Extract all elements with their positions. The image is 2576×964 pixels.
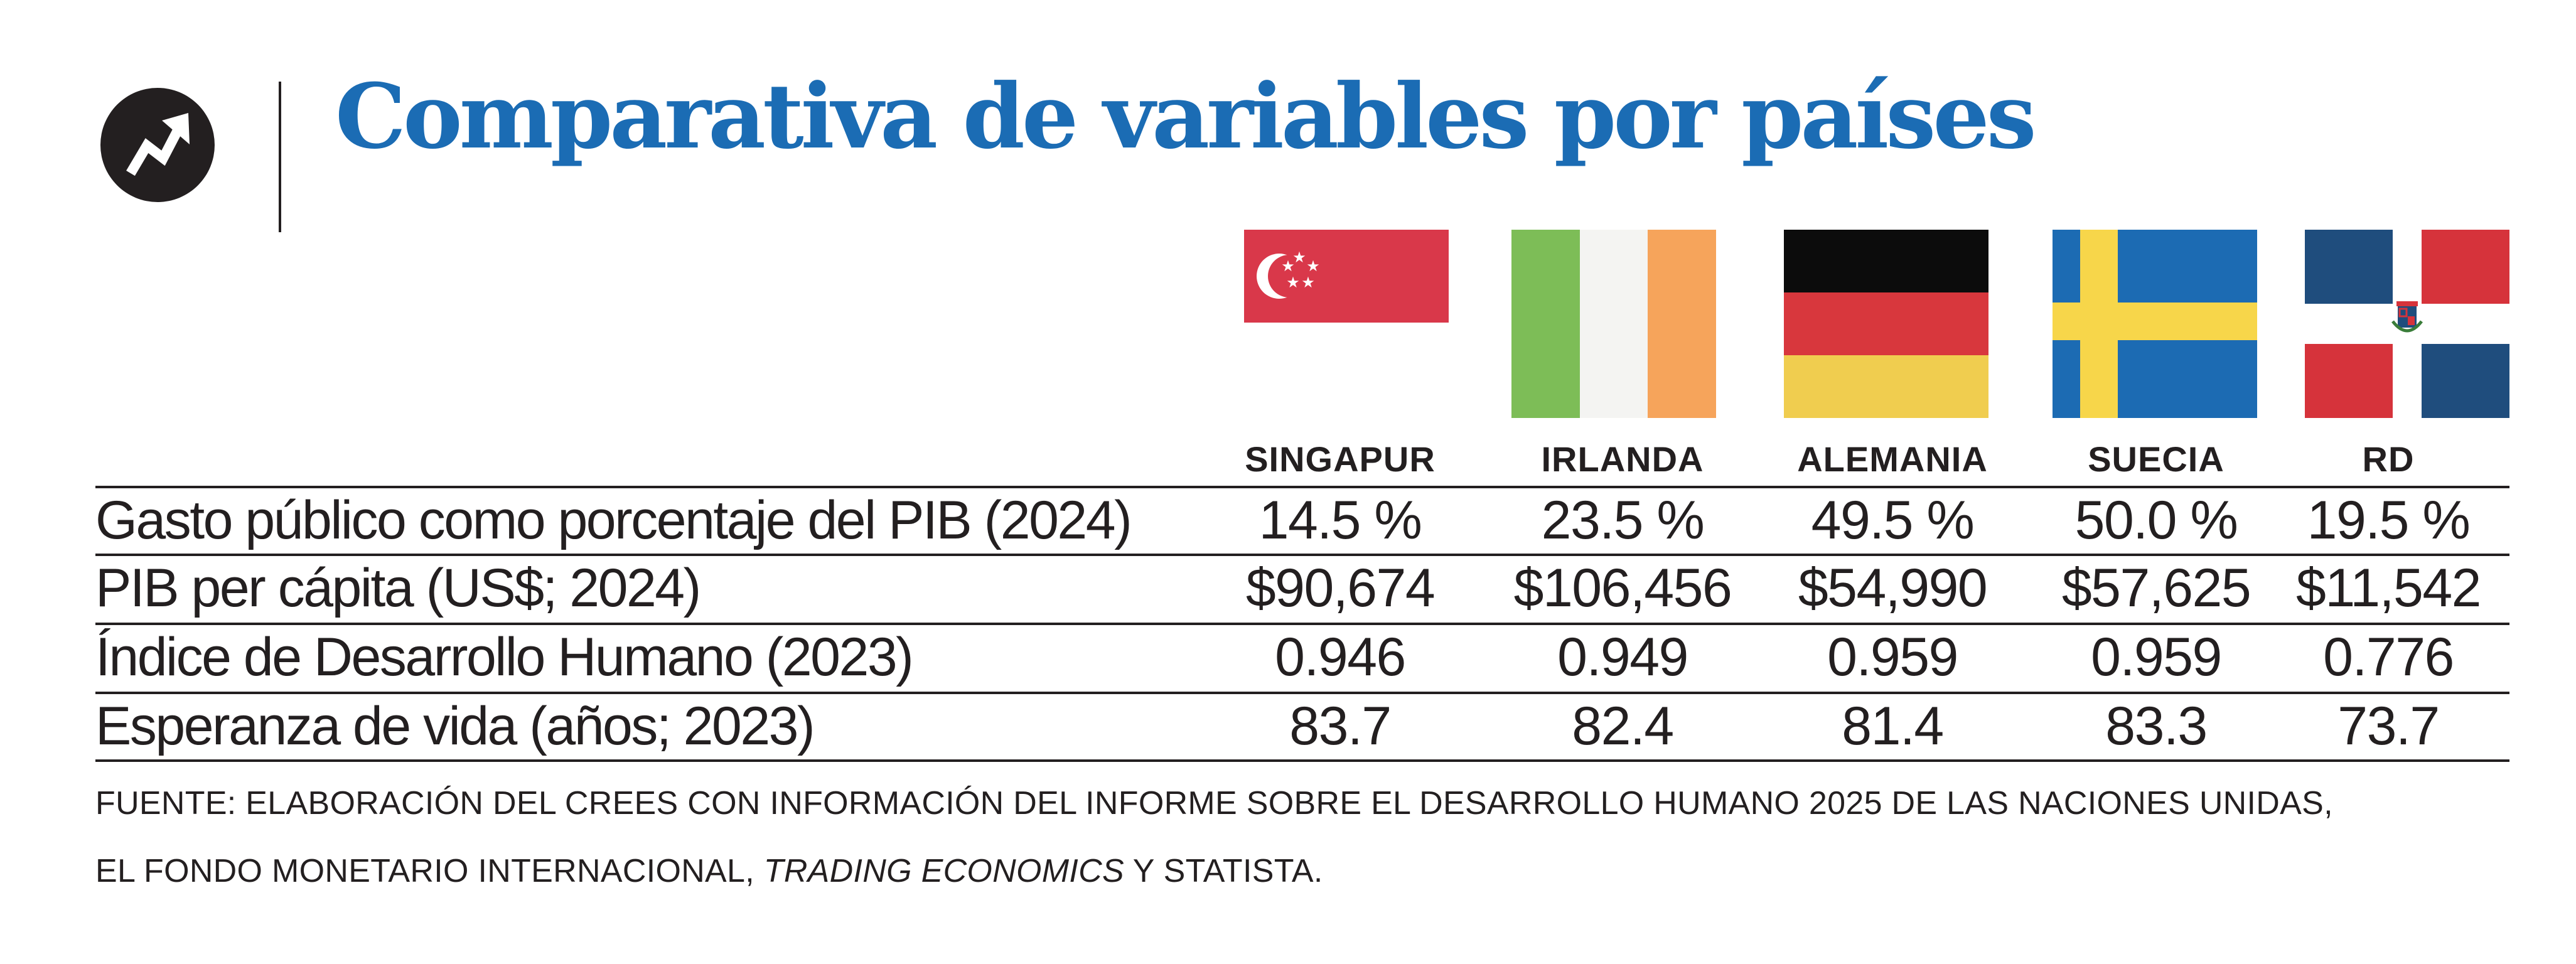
table-cell: $106,456	[1513, 558, 1732, 618]
table-row: PIB per cápita (US$; 2024) $90,674 $106,…	[0, 555, 2576, 621]
trend-arrow-icon	[100, 88, 215, 202]
svg-text:★: ★	[1301, 274, 1315, 291]
table-cell: 83.7	[1289, 696, 1392, 756]
table-cell: 49.5 %	[1811, 490, 1975, 550]
source-text: Y STATISTA.	[1124, 853, 1323, 889]
table-cell: 0.949	[1557, 627, 1688, 687]
dominican-republic-flag-icon	[2305, 230, 2509, 418]
row-label: Esperanza de vida (años; 2023)	[95, 696, 815, 756]
table-cell: 81.4	[1842, 696, 1944, 756]
table-rule	[95, 692, 2509, 694]
table-cell: $54,990	[1798, 558, 1988, 618]
table-cell: 0.959	[2091, 627, 2222, 687]
column-header-singapur: SINGAPUR	[1245, 439, 1436, 479]
column-header-rd: RD	[2362, 439, 2415, 479]
svg-text:★: ★	[1286, 274, 1300, 291]
sweden-flag-icon	[2053, 230, 2257, 418]
row-label: Gasto público como porcentaje del PIB (2…	[95, 490, 1132, 550]
source-publication: TRADING ECONOMICS	[763, 853, 1124, 889]
ireland-flag-icon	[1511, 230, 1716, 418]
table-cell: 0.959	[1827, 627, 1958, 687]
page-title: Comparativa de variables por países	[335, 65, 2037, 169]
svg-text:★: ★	[1281, 257, 1295, 275]
row-label: Índice de Desarrollo Humano (2023)	[95, 627, 914, 687]
table-cell: 19.5 %	[2307, 490, 2471, 550]
table-cell: 83.3	[2105, 696, 2208, 756]
column-header-irlanda: IRLANDA	[1541, 439, 1704, 479]
table-row: Gasto público como porcentaje del PIB (2…	[0, 487, 2576, 554]
table-cell: $90,674	[1245, 558, 1436, 618]
table-cell: $11,542	[2296, 558, 2482, 618]
column-header-suecia: SUECIA	[2088, 439, 2224, 479]
source-note-line2: EL FONDO MONETARIO INTERNACIONAL, TRADIN…	[95, 846, 1323, 896]
svg-text:★: ★	[1306, 257, 1320, 275]
table-cell: 0.776	[2323, 627, 2454, 687]
table-rule	[95, 554, 2509, 556]
table-rule	[95, 486, 2509, 488]
table-row: Índice de Desarrollo Humano (2023) 0.946…	[0, 624, 2576, 690]
table-cell: 73.7	[2337, 696, 2440, 756]
table-cell: 50.0 %	[2074, 490, 2238, 550]
table-cell: 0.946	[1275, 627, 1406, 687]
table-cell: 14.5 %	[1258, 490, 1422, 550]
table-cell: 82.4	[1572, 696, 1674, 756]
table-cell: 23.5 %	[1541, 490, 1705, 550]
source-note: FUENTE: ELABORACIÓN DEL CREES CON INFORM…	[95, 785, 2333, 822]
table-rule	[95, 623, 2509, 625]
svg-text:★: ★	[1292, 249, 1306, 266]
table-cell: $57,625	[2061, 558, 2251, 618]
column-header-alemania: ALEMANIA	[1797, 439, 1988, 479]
row-label: PIB per cápita (US$; 2024)	[95, 558, 701, 618]
germany-flag-icon	[1784, 230, 1988, 418]
table-rule	[95, 759, 2509, 762]
title-divider	[279, 82, 281, 232]
table-row: Esperanza de vida (años; 2023) 83.7 82.4…	[0, 693, 2576, 759]
singapore-flag-icon: ★ ★ ★ ★ ★	[1244, 230, 1449, 323]
source-text: EL FONDO MONETARIO INTERNACIONAL,	[95, 853, 764, 889]
